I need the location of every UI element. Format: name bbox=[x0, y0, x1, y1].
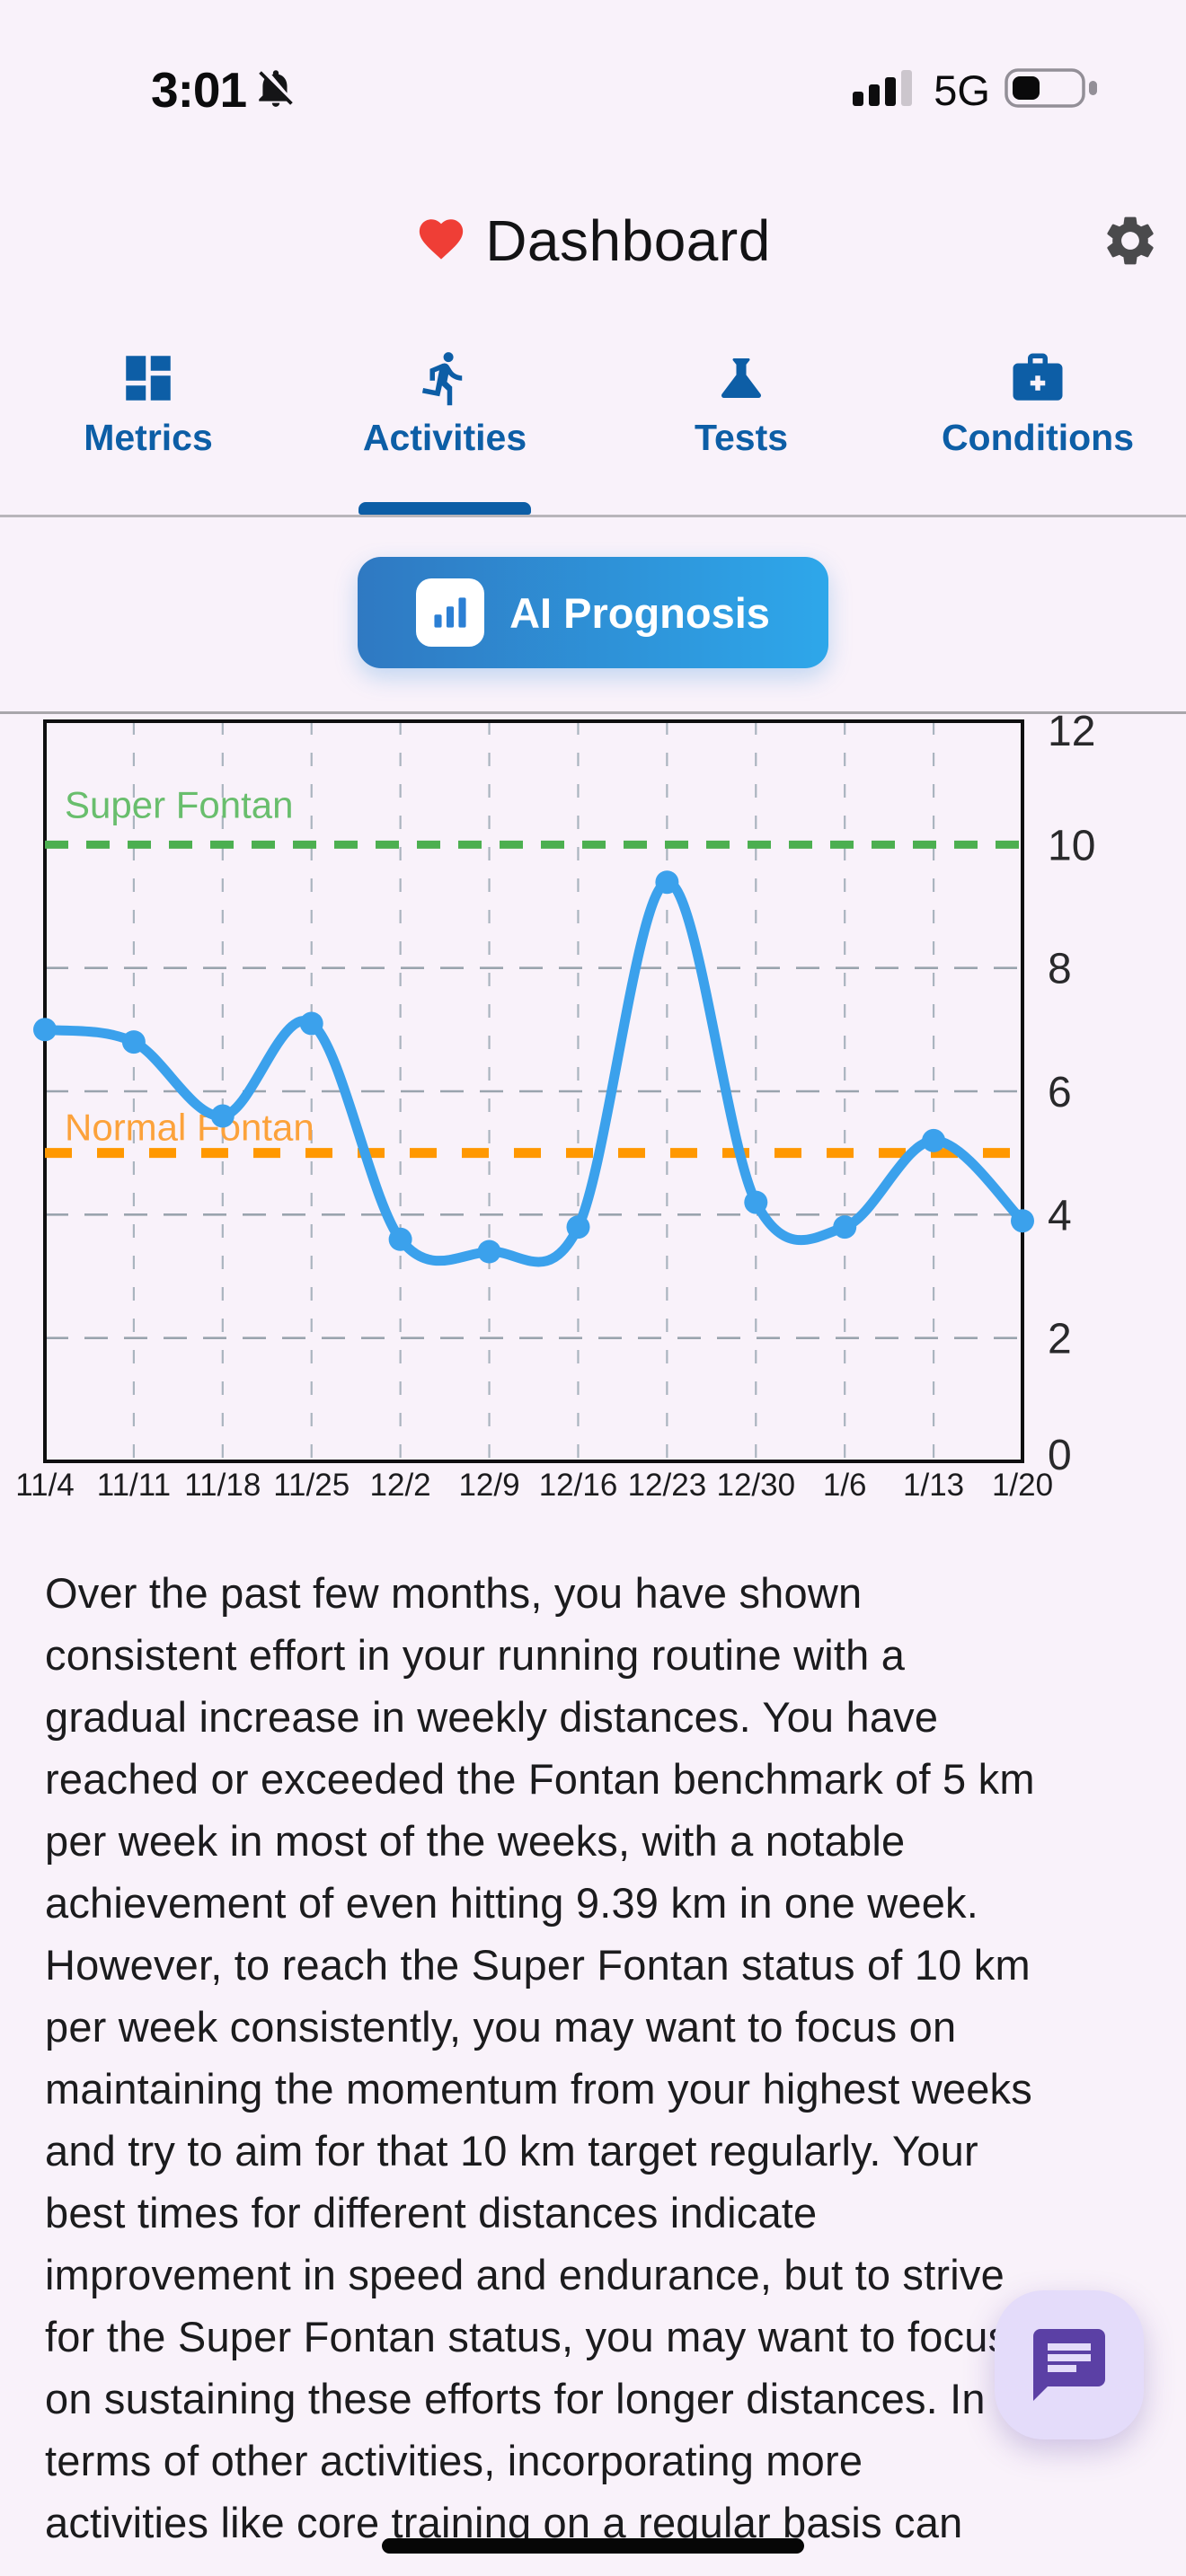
svg-text:11/11: 11/11 bbox=[97, 1468, 171, 1503]
svg-text:12: 12 bbox=[1048, 708, 1095, 755]
analysis-text: Over the past few months, you have shown… bbox=[45, 1569, 1035, 2546]
home-indicator[interactable] bbox=[382, 2538, 804, 2554]
status-time: 3:01 bbox=[151, 62, 247, 118]
svg-text:2: 2 bbox=[1048, 1316, 1072, 1363]
bar-chart-icon bbox=[416, 578, 485, 647]
tests-icon bbox=[721, 358, 761, 398]
svg-text:0: 0 bbox=[1048, 1432, 1072, 1479]
tab-label: Activities bbox=[362, 417, 527, 458]
conditions-icon bbox=[1013, 353, 1063, 401]
tab-label: Metrics bbox=[84, 417, 213, 458]
svg-text:12/9: 12/9 bbox=[458, 1468, 519, 1503]
tab-divider bbox=[0, 515, 1186, 517]
active-tab-indicator bbox=[358, 502, 531, 515]
gear-icon bbox=[1107, 216, 1154, 265]
svg-text:1/20: 1/20 bbox=[992, 1468, 1053, 1503]
metrics-icon bbox=[126, 356, 171, 401]
tab-label: Conditions bbox=[941, 417, 1135, 458]
ai-prognosis-button[interactable]: AI Prognosis bbox=[358, 557, 828, 668]
heart-icon bbox=[415, 213, 467, 269]
tab-metrics[interactable]: Metrics bbox=[0, 348, 296, 483]
svg-text:12/23: 12/23 bbox=[628, 1468, 707, 1503]
section-divider bbox=[0, 711, 1186, 714]
svg-text:12/16: 12/16 bbox=[539, 1468, 618, 1503]
svg-text:Normal Fontan: Normal Fontan bbox=[65, 1107, 314, 1149]
svg-text:Super Fontan: Super Fontan bbox=[65, 783, 294, 825]
svg-text:12/2: 12/2 bbox=[370, 1468, 431, 1503]
battery-fill bbox=[1013, 75, 1040, 100]
activities-icon bbox=[421, 352, 463, 406]
status-left: 3:01 bbox=[151, 61, 298, 119]
app-header: Dashboard bbox=[0, 196, 1186, 286]
svg-text:8: 8 bbox=[1048, 946, 1072, 993]
svg-text:11/18: 11/18 bbox=[184, 1468, 261, 1503]
tab-activities[interactable]: Activities bbox=[296, 348, 593, 515]
svg-text:11/25: 11/25 bbox=[273, 1468, 350, 1503]
page-title: Dashboard bbox=[485, 208, 771, 273]
svg-text:1/6: 1/6 bbox=[823, 1468, 867, 1503]
cellular-signal-icon bbox=[853, 66, 919, 114]
svg-text:10: 10 bbox=[1048, 822, 1095, 869]
tab-tests[interactable]: Tests bbox=[593, 348, 890, 483]
chat-icon bbox=[1033, 2329, 1105, 2401]
svg-text:4: 4 bbox=[1048, 1192, 1072, 1239]
settings-button[interactable] bbox=[1096, 207, 1164, 275]
battery-icon bbox=[1005, 66, 1100, 115]
weekly-distance-chart: Super Fontan Normal Fontan 0 2 4 6 8 10 12 11/4 11… bbox=[15, 708, 1095, 1503]
tab-bar: Metrics Activities Tests Conditions bbox=[0, 348, 1186, 515]
notifications-off-icon bbox=[253, 66, 298, 115]
chat-fab-button[interactable] bbox=[995, 2290, 1144, 2439]
svg-text:12/30: 12/30 bbox=[717, 1468, 796, 1503]
tab-label: Tests bbox=[694, 417, 789, 458]
svg-text:1/13: 1/13 bbox=[903, 1468, 964, 1503]
status-right: 5G bbox=[853, 66, 1100, 115]
network-type-label: 5G bbox=[934, 66, 990, 114]
svg-text:11/4: 11/4 bbox=[15, 1468, 75, 1503]
svg-text:6: 6 bbox=[1048, 1069, 1072, 1116]
tab-conditions[interactable]: Conditions bbox=[890, 348, 1186, 483]
status-bar: 3:01 5G bbox=[0, 47, 1186, 133]
ai-prognosis-label: AI Prognosis bbox=[509, 588, 770, 637]
